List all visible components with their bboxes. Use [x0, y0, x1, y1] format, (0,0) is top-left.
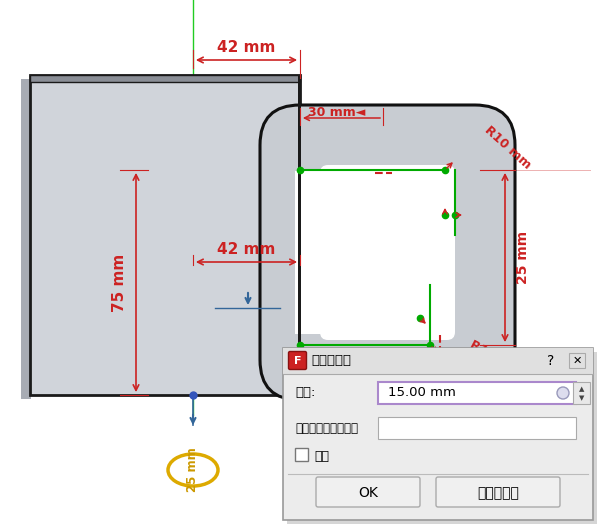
- FancyBboxPatch shape: [283, 348, 593, 520]
- Text: R10 mm: R10 mm: [468, 338, 525, 376]
- Text: F: F: [294, 356, 301, 366]
- Text: ▼: ▼: [580, 395, 584, 401]
- Text: 名前（オプション）: 名前（オプション）: [295, 421, 358, 435]
- Text: 長さを挿入: 長さを挿入: [311, 355, 351, 367]
- FancyBboxPatch shape: [436, 477, 560, 507]
- FancyBboxPatch shape: [569, 353, 585, 368]
- Text: R10 mm: R10 mm: [482, 124, 533, 172]
- FancyBboxPatch shape: [378, 382, 576, 404]
- FancyBboxPatch shape: [320, 165, 455, 340]
- Text: ✕: ✕: [572, 356, 581, 366]
- FancyBboxPatch shape: [287, 352, 597, 524]
- Text: 長さ:: 長さ:: [295, 386, 316, 400]
- Bar: [295, 171, 333, 334]
- Bar: [21, 79, 31, 399]
- Text: 75 mm: 75 mm: [112, 253, 127, 312]
- Text: キャンセル: キャンセル: [477, 486, 519, 500]
- Ellipse shape: [557, 387, 569, 399]
- Text: ?: ?: [547, 354, 554, 368]
- Text: ▲: ▲: [580, 386, 584, 392]
- Text: OK: OK: [358, 486, 378, 500]
- Text: 25 mm: 25 mm: [187, 448, 199, 492]
- Bar: [295, 448, 308, 461]
- Text: 42 mm: 42 mm: [217, 40, 275, 55]
- FancyBboxPatch shape: [260, 105, 515, 400]
- Bar: [298, 75, 301, 395]
- Text: 15.00 mm: 15.00 mm: [388, 386, 456, 400]
- FancyBboxPatch shape: [573, 382, 590, 404]
- Text: 42 mm: 42 mm: [217, 242, 275, 257]
- Text: 30 mm◄: 30 mm◄: [308, 107, 365, 119]
- FancyBboxPatch shape: [378, 417, 576, 439]
- FancyBboxPatch shape: [316, 477, 420, 507]
- Bar: [283, 348, 593, 374]
- Text: 参照: 参照: [314, 449, 329, 463]
- Text: 25 mm: 25 mm: [516, 231, 530, 284]
- Bar: [30, 75, 300, 395]
- FancyBboxPatch shape: [289, 351, 307, 369]
- Bar: [30, 75, 300, 82]
